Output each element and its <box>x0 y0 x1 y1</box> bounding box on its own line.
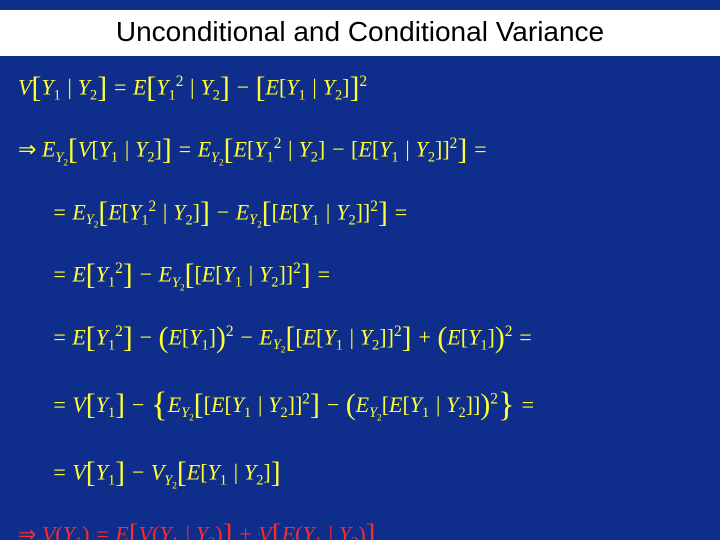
eq-line-6: = V[Y1] − {EY2[[E[Y1 | Y2]]2] − (EY2[E[Y… <box>18 372 702 439</box>
slide-title: Unconditional and Conditional Variance <box>0 10 720 56</box>
slide: Unconditional and Conditional Variance V… <box>0 0 720 540</box>
eq-line-2: ⇒ EY2[V[Y1 | Y2]] = EY2[E[Y12 | Y2] − [E… <box>18 122 702 178</box>
eq-line-5: = E[Y12] − (E[Y1])2 − EY2[[E[Y1 | Y2]]2]… <box>18 310 702 366</box>
eq-line-7: = V[Y1] − VY2[E[Y1 | Y2]] <box>18 445 702 501</box>
eq-line-4: = E[Y12] − EY2[[E[Y1 | Y2]]2] = <box>18 247 702 303</box>
eq-line-3: = EY2[E[Y12 | Y2]] − EY2[[E[Y1 | Y2]]2] … <box>18 185 702 241</box>
eq-line-1: V[Y1 | Y2] = E[Y12 | Y2] − [E[Y1 | Y2]]2 <box>18 60 702 116</box>
math-derivation: V[Y1 | Y2] = E[Y12 | Y2] − [E[Y1 | Y2]]2… <box>18 60 702 540</box>
eq-line-final: ⇒ V(Y1) = E[V(Y1 | Y2)] + V[E(Y1 | Y2)] <box>18 507 702 540</box>
